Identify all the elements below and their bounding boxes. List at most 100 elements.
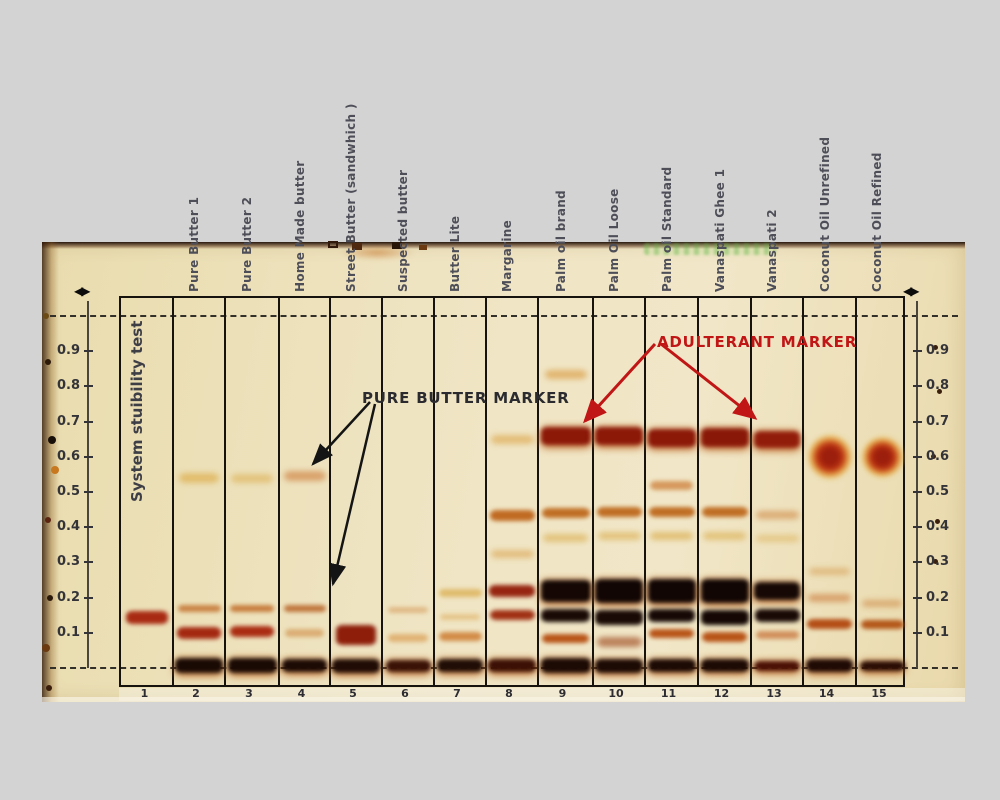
band-rf-0.375 — [543, 534, 588, 542]
band-rf-0.012 — [282, 659, 327, 672]
band-rf-0.105 — [649, 629, 694, 638]
lane-grid — [119, 296, 905, 687]
tick-mark — [84, 350, 93, 353]
tick-mark — [84, 455, 93, 458]
lane-9 — [537, 298, 592, 685]
band-rf-0.28 — [809, 568, 850, 575]
band-rf-0.15 — [440, 614, 480, 620]
band-rf-0.012 — [648, 659, 696, 672]
band-rf-0.225 — [489, 585, 535, 597]
band-rf-0.155 — [648, 609, 695, 622]
band-rf-0.225 — [648, 579, 696, 603]
rf-tick-right-0.8: 0.8 — [926, 378, 950, 394]
lane-top-label-15: Coconut Oil Refined — [870, 152, 884, 292]
band-rf-0.175 — [284, 605, 326, 612]
lane-2 — [172, 298, 224, 685]
band-rf-0.665 — [595, 427, 643, 445]
lane-4 — [278, 298, 329, 685]
band-rf-0.09 — [388, 634, 428, 642]
band-rf-0.15 — [126, 611, 168, 624]
band-rf-0.19 — [862, 600, 902, 607]
tick-mark — [913, 420, 922, 423]
band-rf-0.175 — [230, 605, 274, 612]
band-rf-0.105 — [285, 629, 324, 637]
band-rf-0.44 — [756, 511, 799, 519]
band-rf-0.15 — [595, 610, 643, 625]
lane-number-2: 2 — [192, 687, 200, 700]
band-rf-0.665 — [541, 427, 591, 445]
rf-tick-left-0.9: 0.9 — [56, 343, 80, 359]
lane-number-10: 10 — [608, 687, 624, 700]
lane-top-label-9: Palm oil brand — [554, 190, 568, 292]
band-rf-0.545 — [231, 474, 273, 483]
band-rf-0.66 — [701, 428, 749, 447]
band-rf-0.012 — [701, 659, 749, 672]
band-rf-0.38 — [598, 532, 641, 540]
band-rf-0.012 — [228, 658, 277, 673]
lane-top-label-7: Butter Lite — [448, 215, 462, 292]
rf-tick-left-0.1: 0.1 — [56, 624, 80, 640]
band-rf-0.17 — [388, 607, 428, 613]
band-rf-0.08 — [597, 637, 642, 647]
tick-mark — [913, 596, 922, 599]
lane-7 — [433, 298, 485, 685]
band-rf-0.095 — [439, 632, 482, 641]
band-rf-0.15 — [701, 610, 749, 625]
rf-tick-left-0.2: 0.2 — [56, 589, 80, 605]
tick-mark — [913, 350, 922, 353]
lane-number-1: 1 — [140, 687, 149, 700]
rf-tick-left-0.5: 0.5 — [56, 484, 80, 499]
rf-axis-right — [916, 301, 918, 668]
lane-top-label-12: Vanaspati Ghee 1 — [713, 168, 727, 292]
band-rf-0.44 — [490, 510, 535, 521]
rf-tick-right-0.4: 0.4 — [926, 519, 950, 535]
lane-14 — [802, 298, 855, 685]
band-rf-0.225 — [541, 580, 591, 602]
tick-mark — [84, 385, 93, 388]
band-rf-0.225 — [754, 582, 800, 600]
band-rf-0.375 — [756, 535, 799, 542]
band-rf-0.38 — [650, 532, 693, 540]
band-rf-0.33 — [491, 550, 534, 558]
band-rf-0.11 — [230, 626, 274, 637]
rf-tick-right-0.7: 0.7 — [926, 413, 950, 429]
rf-tick-left-0.7: 0.7 — [56, 413, 80, 429]
band-rf-0.84 — [545, 370, 587, 379]
lane-top-label-3: Pure Butter 2 — [240, 196, 254, 292]
lane-top-label-11: Palm oil Standard — [660, 166, 674, 292]
pure-butter-marker-label: PURE BUTTER MARKER — [362, 389, 570, 407]
rf-axis-left — [87, 301, 89, 668]
lane-number-15: 15 — [871, 687, 887, 700]
lane-top-label-2: Pure Butter 1 — [187, 196, 201, 292]
lane-number-4: 4 — [297, 687, 306, 700]
lane-number-6: 6 — [401, 687, 409, 700]
band-rf-0.13 — [861, 620, 904, 629]
band-rf-0.13 — [807, 619, 852, 629]
tick-mark — [84, 526, 93, 529]
plate-top-edge — [42, 242, 965, 249]
tick-mark — [913, 631, 922, 634]
lane-1 — [121, 298, 172, 685]
tick-mark — [84, 561, 93, 564]
tick-mark — [84, 420, 93, 423]
lane-3 — [224, 298, 278, 685]
band-rf-0.6 — [806, 433, 854, 485]
lane-top-label-5: Street Butter (sandwhich ) — [344, 103, 358, 292]
lane-top-label-8: Margarine — [500, 219, 514, 292]
rf-tick-left-0.3: 0.3 — [56, 554, 80, 570]
lane-8 — [485, 298, 537, 685]
tick-mark — [84, 596, 93, 599]
band-rf-0.155 — [490, 610, 535, 620]
rf-tick-left-0.8: 0.8 — [56, 378, 80, 394]
band-rf-0.45 — [702, 507, 748, 517]
lane-number-9: 9 — [558, 687, 567, 700]
band-rf-0.012 — [541, 658, 591, 673]
band-rf-0.012 — [754, 661, 800, 671]
tick-mark — [913, 526, 922, 529]
band-rf-0.012 — [175, 658, 223, 673]
solvent-front-line — [50, 315, 958, 317]
band-rf-0.09 — [542, 634, 589, 643]
lane-top-label-14: Coconut Oil Unrefined — [818, 136, 832, 292]
rf-tick-right-0.1: 0.1 — [926, 624, 950, 640]
band-rf-0.012 — [332, 659, 380, 673]
